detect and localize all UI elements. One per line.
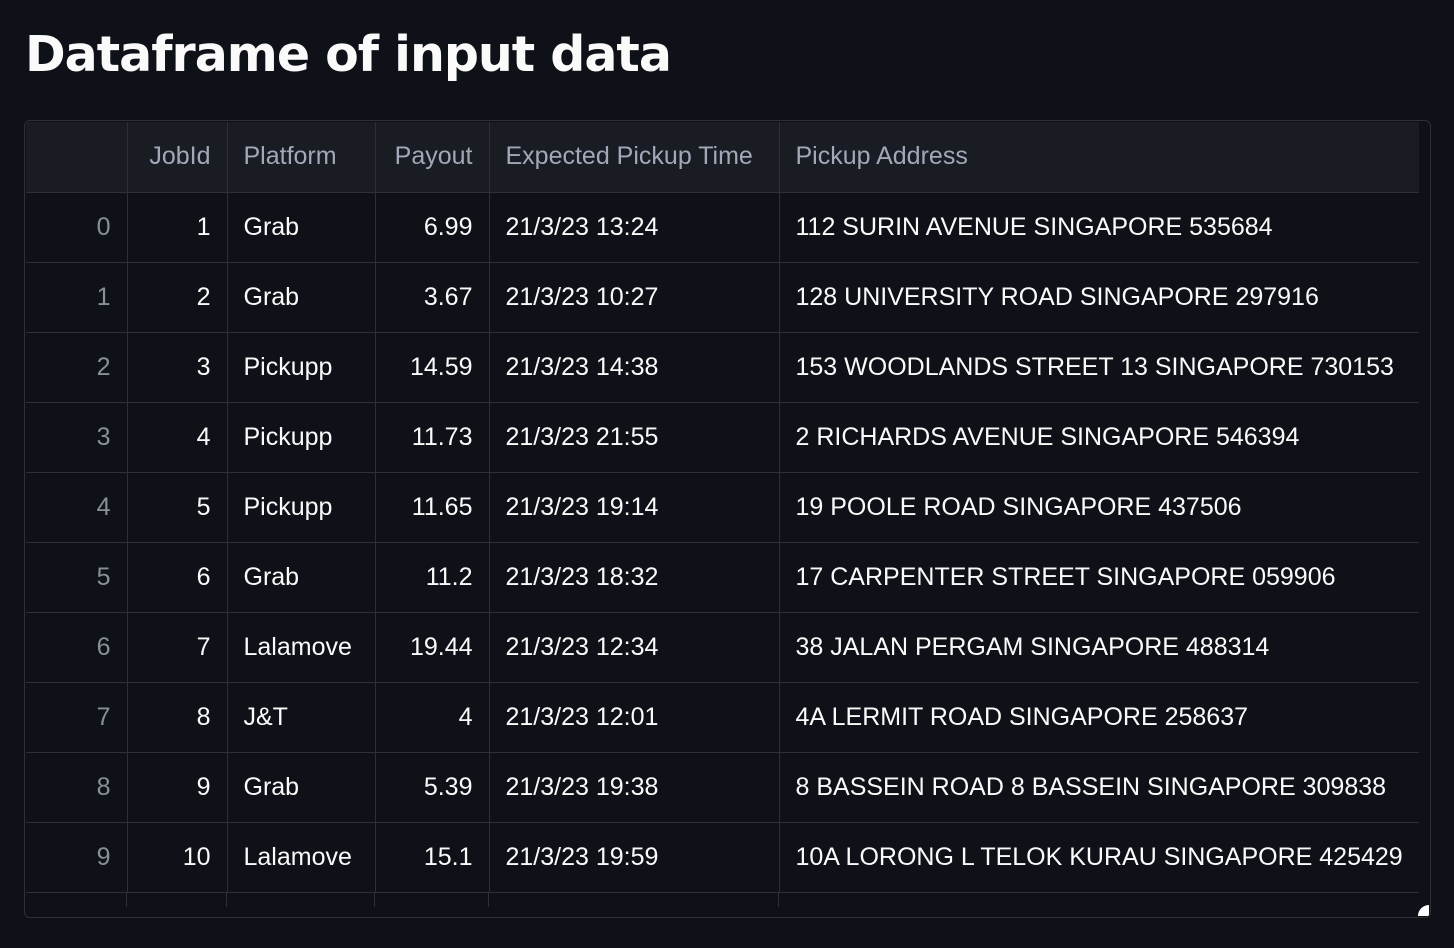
row-index-cell[interactable]: 1 — [26, 262, 128, 333]
pickup-time-cell[interactable]: 21/3/23 12:34 — [489, 612, 780, 683]
page-title: Dataframe of input data — [25, 26, 672, 83]
payout-cell[interactable]: 5.39 — [375, 752, 490, 823]
payout-cell[interactable]: 11.65 — [375, 472, 490, 543]
payout-cell[interactable]: 3.67 — [375, 262, 490, 333]
pickup-address-cell[interactable]: 8 BASSEIN ROAD 8 BASSEIN SINGAPORE 30983… — [779, 752, 1419, 823]
platform-cell[interactable]: Grab — [227, 262, 376, 333]
row-index-cell[interactable]: 9 — [26, 822, 128, 893]
platform-cell[interactable]: Lalamove — [227, 822, 376, 893]
payout-cell[interactable]: 11.73 — [375, 402, 490, 473]
payout-cell[interactable]: 6.99 — [375, 192, 490, 263]
column-header-index[interactable] — [26, 122, 128, 193]
table-header-row: JobId Platform Payout Expected Pickup Ti… — [26, 122, 1419, 193]
platform-cell[interactable]: Grab — [227, 192, 376, 263]
table-row: 9 10 Lalamove 15.1 21/3/23 19:59 10A LOR… — [26, 822, 1419, 893]
jobid-cell[interactable]: 7 — [127, 612, 228, 683]
column-header-payout[interactable]: Payout — [375, 122, 490, 193]
pickup-address-cell[interactable]: 153 WOODLANDS STREET 13 SINGAPORE 730153 — [779, 332, 1419, 403]
dataframe[interactable]: JobId Platform Payout Expected Pickup Ti… — [24, 120, 1431, 918]
pickup-address-cell[interactable]: 112 SURIN AVENUE SINGAPORE 535684 — [779, 192, 1419, 263]
pickup-time-cell[interactable]: 21/3/23 14:38 — [489, 332, 780, 403]
table-row: 3 4 Pickupp 11.73 21/3/23 21:55 2 RICHAR… — [26, 402, 1419, 473]
pickup-time-cell[interactable]: 21/3/23 18:32 — [489, 542, 780, 613]
pickup-address-cell[interactable]: 10A LORONG L TELOK KURAU SINGAPORE 42542… — [779, 822, 1419, 893]
platform-cell[interactable]: Pickupp — [227, 472, 376, 543]
pickup-address-cell[interactable]: 128 UNIVERSITY ROAD SINGAPORE 297916 — [779, 262, 1419, 333]
column-header-platform[interactable]: Platform — [227, 122, 376, 193]
jobid-cell[interactable]: 6 — [127, 542, 228, 613]
column-header-expected-pickup-time[interactable]: Expected Pickup Time — [489, 122, 780, 193]
pickup-address-cell[interactable]: 19 POOLE ROAD SINGAPORE 437506 — [779, 472, 1419, 543]
row-index-cell[interactable]: 6 — [26, 612, 128, 683]
table-row: 6 7 Lalamove 19.44 21/3/23 12:34 38 JALA… — [26, 612, 1419, 683]
platform-cell[interactable]: Pickupp — [227, 402, 376, 473]
column-header-pickup-address[interactable]: Pickup Address — [779, 122, 1419, 193]
jobid-cell[interactable]: 10 — [127, 822, 228, 893]
table-row: 1 2 Grab 3.67 21/3/23 10:27 128 UNIVERSI… — [26, 262, 1419, 333]
table-row: 4 5 Pickupp 11.65 21/3/23 19:14 19 POOLE… — [26, 472, 1419, 543]
column-header-jobid[interactable]: JobId — [127, 122, 228, 193]
payout-cell[interactable]: 11.2 — [375, 542, 490, 613]
payout-cell[interactable]: 14.59 — [375, 332, 490, 403]
pickup-time-cell[interactable]: 21/3/23 19:59 — [489, 822, 780, 893]
pickup-time-cell[interactable]: 21/3/23 19:14 — [489, 472, 780, 543]
row-index-cell[interactable]: 3 — [26, 402, 128, 473]
pickup-time-cell[interactable]: 21/3/23 12:01 — [489, 682, 780, 753]
jobid-cell[interactable]: 2 — [127, 262, 228, 333]
row-index-cell[interactable]: 4 — [26, 472, 128, 543]
table-row: 8 9 Grab 5.39 21/3/23 19:38 8 BASSEIN RO… — [26, 752, 1419, 823]
payout-cell[interactable]: 15.1 — [375, 822, 490, 893]
row-index-cell[interactable]: 2 — [26, 332, 128, 403]
pickup-address-cell[interactable]: 38 JALAN PERGAM SINGAPORE 488314 — [779, 612, 1419, 683]
jobid-cell[interactable]: 3 — [127, 332, 228, 403]
platform-cell[interactable]: Lalamove — [227, 612, 376, 683]
pickup-time-cell[interactable]: 21/3/23 21:55 — [489, 402, 780, 473]
row-index-cell[interactable]: 7 — [26, 682, 128, 753]
platform-cell[interactable]: Grab — [227, 542, 376, 613]
jobid-cell[interactable]: 8 — [127, 682, 228, 753]
table-row: 5 6 Grab 11.2 21/3/23 18:32 17 CARPENTER… — [26, 542, 1419, 613]
platform-cell[interactable]: Grab — [227, 752, 376, 823]
platform-cell[interactable]: J&T — [227, 682, 376, 753]
data-table: JobId Platform Payout Expected Pickup Ti… — [26, 122, 1419, 893]
table-row: 7 8 J&T 4 21/3/23 12:01 4A LERMIT ROAD S… — [26, 682, 1419, 753]
pickup-time-cell[interactable]: 21/3/23 13:24 — [489, 192, 780, 263]
row-index-cell[interactable]: 8 — [26, 752, 128, 823]
payout-cell[interactable]: 4 — [375, 682, 490, 753]
row-index-cell[interactable]: 0 — [26, 192, 128, 263]
partial-next-row — [26, 893, 1419, 907]
jobid-cell[interactable]: 1 — [127, 192, 228, 263]
table-row: 0 1 Grab 6.99 21/3/23 13:24 112 SURIN AV… — [26, 192, 1419, 263]
table-row: 2 3 Pickupp 14.59 21/3/23 14:38 153 WOOD… — [26, 332, 1419, 403]
pickup-time-cell[interactable]: 21/3/23 19:38 — [489, 752, 780, 823]
resize-handle-icon[interactable] — [1418, 905, 1429, 916]
row-index-cell[interactable]: 5 — [26, 542, 128, 613]
pickup-address-cell[interactable]: 17 CARPENTER STREET SINGAPORE 059906 — [779, 542, 1419, 613]
jobid-cell[interactable]: 5 — [127, 472, 228, 543]
pickup-time-cell[interactable]: 21/3/23 10:27 — [489, 262, 780, 333]
pickup-address-cell[interactable]: 2 RICHARDS AVENUE SINGAPORE 546394 — [779, 402, 1419, 473]
jobid-cell[interactable]: 4 — [127, 402, 228, 473]
payout-cell[interactable]: 19.44 — [375, 612, 490, 683]
platform-cell[interactable]: Pickupp — [227, 332, 376, 403]
jobid-cell[interactable]: 9 — [127, 752, 228, 823]
pickup-address-cell[interactable]: 4A LERMIT ROAD SINGAPORE 258637 — [779, 682, 1419, 753]
